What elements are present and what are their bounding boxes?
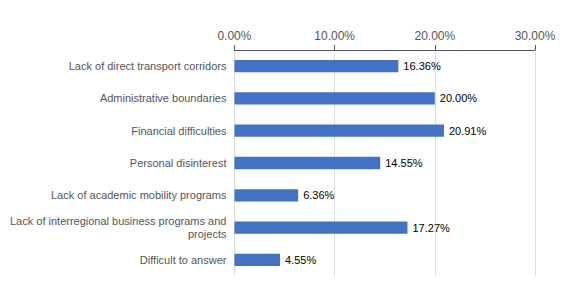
svg-text:projects: projects	[188, 228, 227, 240]
svg-text:14.55%: 14.55%	[385, 157, 423, 169]
svg-text:Financial difficulties: Financial difficulties	[131, 125, 227, 137]
svg-text:Lack of academic mobility prog: Lack of academic mobility programs	[51, 189, 227, 201]
svg-text:4.55%: 4.55%	[285, 254, 316, 266]
svg-text:Administrative boundaries: Administrative boundaries	[100, 92, 227, 104]
svg-text:6.36%: 6.36%	[303, 189, 334, 201]
svg-text:Lack of direct transport corri: Lack of direct transport corridors	[69, 60, 227, 72]
svg-text:Lack of interregional business: Lack of interregional business programs …	[10, 215, 226, 227]
svg-text:10.00%: 10.00%	[314, 29, 355, 43]
svg-text:16.36%: 16.36%	[403, 60, 441, 72]
svg-text:20.91%: 20.91%	[449, 125, 487, 137]
svg-text:17.27%: 17.27%	[412, 222, 450, 234]
svg-text:0.00%: 0.00%	[217, 29, 251, 43]
svg-text:20.00%: 20.00%	[440, 92, 478, 104]
svg-text:30.00%: 30.00%	[515, 29, 556, 43]
svg-text:Personal disinterest: Personal disinterest	[130, 157, 227, 169]
svg-text:Difficult to answer: Difficult to answer	[140, 254, 227, 266]
svg-text:20.00%: 20.00%	[414, 29, 455, 43]
